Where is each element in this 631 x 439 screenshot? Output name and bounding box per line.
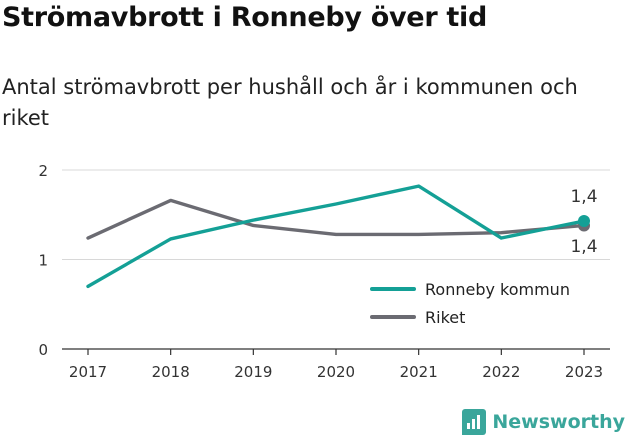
- x-tick-label: 2020: [317, 363, 355, 381]
- brand-name: Newsworthy: [492, 411, 625, 433]
- y-tick-label: 1: [38, 252, 48, 270]
- x-tick-label: 2022: [482, 363, 520, 381]
- legend-label: Ronneby kommun: [425, 280, 570, 299]
- legend: Ronneby kommun Riket: [370, 280, 570, 327]
- x-tick-label: 2017: [69, 363, 107, 381]
- x-tick-label: 2023: [565, 363, 603, 381]
- end-label-ronneby: 1,4: [570, 187, 597, 207]
- x-tick-label: 2019: [234, 363, 272, 381]
- grid-lines: [62, 169, 610, 350]
- x-tick-label: 2021: [400, 363, 438, 381]
- y-tick-label: 0: [38, 341, 48, 359]
- series-line-ronneby: [86, 184, 586, 289]
- end-point-ronneby: [578, 215, 590, 228]
- series-lines: [86, 184, 590, 289]
- y-tick-label: 2: [38, 162, 48, 180]
- newsworthy-logo-icon: [462, 409, 487, 435]
- y-axis-ticks: 0 1 2: [38, 162, 48, 359]
- legend-label: Riket: [425, 308, 465, 327]
- newsworthy-brand: Newsworthy: [462, 409, 625, 435]
- x-tick-label: 2018: [152, 363, 190, 381]
- end-labels: 1,4 1,4: [570, 187, 597, 257]
- end-label-riket: 1,4: [570, 237, 597, 257]
- series-line-riket: [86, 198, 586, 240]
- chart-title: Strömavbrott i Ronneby över tid: [2, 2, 488, 33]
- chart-subtitle: Antal strömavbrott per hushåll och år i …: [2, 75, 578, 130]
- x-axis-ticks: 2017 2018 2019 2020 2021 2022 2023: [69, 349, 603, 381]
